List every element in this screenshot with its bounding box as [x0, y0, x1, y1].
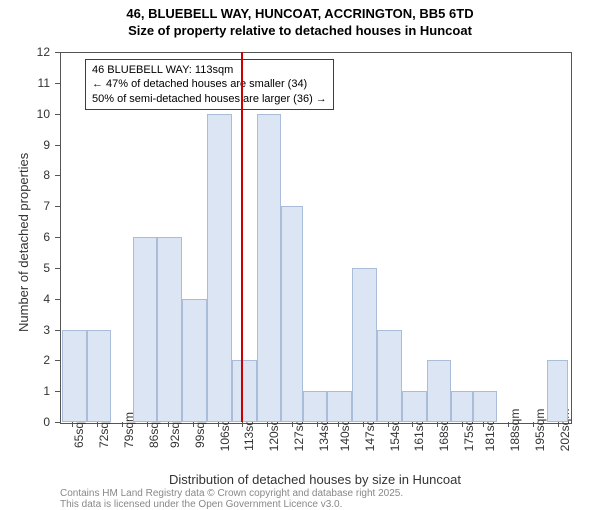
histogram-bar: [377, 330, 402, 423]
histogram-bar: [182, 299, 207, 422]
callout-box: 46 BLUEBELL WAY: 113sqm ← 47% of detache…: [85, 59, 334, 110]
ytick-mark: [55, 52, 60, 53]
marker-line: [241, 52, 243, 422]
ytick-mark: [55, 360, 60, 361]
ytick-mark: [55, 299, 60, 300]
histogram-bar: [327, 391, 352, 422]
ytick-mark: [55, 268, 60, 269]
chart-title-sub: Size of property relative to detached ho…: [0, 23, 600, 38]
ytick-label: 5: [0, 261, 50, 275]
histogram-bar: [257, 114, 282, 422]
ytick-label: 11: [0, 76, 50, 90]
ytick-label: 4: [0, 292, 50, 306]
xtick-label: 188sqm: [508, 409, 522, 452]
callout-line3: 50% of semi-detached houses are larger (…: [92, 92, 327, 106]
histogram-bar: [352, 268, 377, 422]
ytick-label: 1: [0, 384, 50, 398]
ytick-label: 8: [0, 168, 50, 182]
histogram-bar: [547, 360, 568, 422]
histogram-bar: [232, 360, 257, 422]
ytick-label: 9: [0, 138, 50, 152]
ytick-label: 0: [0, 415, 50, 429]
callout-line2: ← 47% of detached houses are smaller (34…: [92, 77, 327, 91]
ytick-label: 2: [0, 353, 50, 367]
ytick-label: 6: [0, 230, 50, 244]
ytick-label: 12: [0, 45, 50, 59]
xtick-label: 195sqm: [533, 409, 547, 452]
ytick-mark: [55, 114, 60, 115]
histogram-bar: [133, 237, 158, 422]
chart-container: { "title_main": "46, BLUEBELL WAY, HUNCO…: [0, 6, 600, 506]
histogram-bar: [451, 391, 472, 422]
histogram-bar: [303, 391, 328, 422]
histogram-bar: [87, 330, 112, 423]
histogram-bar: [157, 237, 182, 422]
ytick-mark: [55, 145, 60, 146]
histogram-bar: [62, 330, 87, 423]
histogram-bar: [427, 360, 452, 422]
histogram-bar: [402, 391, 427, 422]
ytick-label: 7: [0, 199, 50, 213]
chart-title-main: 46, BLUEBELL WAY, HUNCOAT, ACCRINGTON, B…: [0, 6, 600, 21]
ytick-label: 3: [0, 323, 50, 337]
ytick-mark: [55, 422, 60, 423]
ytick-mark: [55, 83, 60, 84]
ytick-mark: [55, 175, 60, 176]
x-axis-label: Distribution of detached houses by size …: [60, 472, 570, 487]
ytick-mark: [55, 237, 60, 238]
attribution-text: Contains HM Land Registry data © Crown c…: [60, 488, 403, 510]
histogram-bar: [207, 114, 232, 422]
ytick-label: 10: [0, 107, 50, 121]
callout-line1: 46 BLUEBELL WAY: 113sqm: [92, 63, 327, 77]
ytick-mark: [55, 330, 60, 331]
histogram-bar: [281, 206, 302, 422]
ytick-mark: [55, 391, 60, 392]
ytick-mark: [55, 206, 60, 207]
histogram-bar: [473, 391, 498, 422]
